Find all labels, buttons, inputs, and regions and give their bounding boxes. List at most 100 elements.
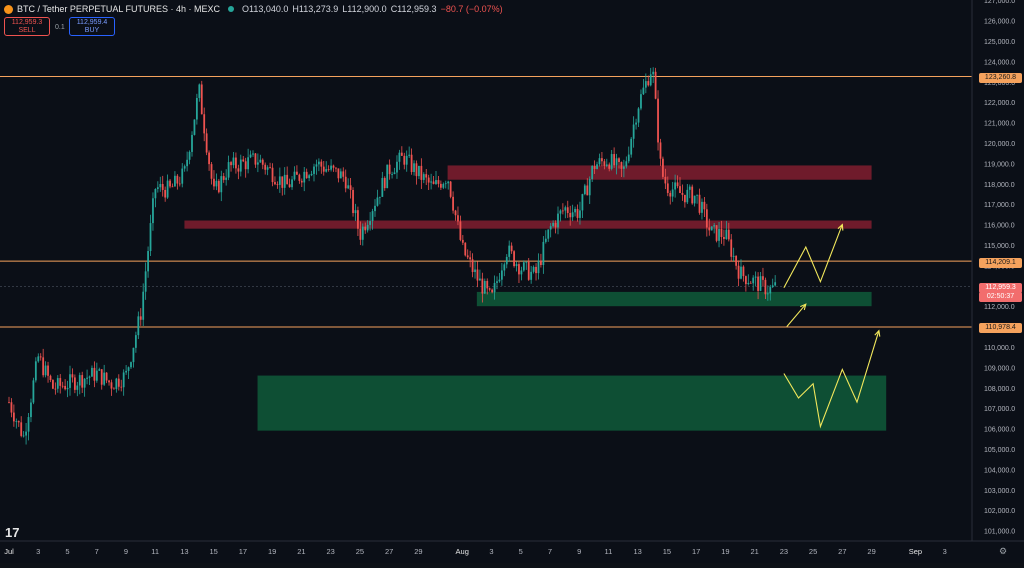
candle-body <box>630 138 633 155</box>
time-tick: 21 <box>750 547 758 556</box>
candle-body <box>713 225 716 227</box>
current-price-label: 112,959.3 <box>979 283 1022 293</box>
candle-body <box>34 361 37 381</box>
candle-body <box>735 255 738 266</box>
candle-body <box>637 108 640 123</box>
candle-body <box>159 183 162 188</box>
candle-body <box>474 269 476 273</box>
candle-body <box>518 264 520 275</box>
support-zone-3 <box>257 375 887 431</box>
candle-body <box>510 245 513 252</box>
candle-body <box>432 181 435 184</box>
price-tick: 103,000.0 <box>984 488 1015 495</box>
candle-body <box>427 177 430 183</box>
candle-body <box>305 171 308 179</box>
price-tick: 123,000.0 <box>984 80 1015 87</box>
candle-body <box>703 201 706 210</box>
level-label-114209: 114,209.1 <box>979 258 1022 268</box>
candle-body <box>354 210 357 214</box>
candle-body <box>400 152 403 156</box>
projection-path-2 <box>783 330 880 429</box>
candle-body <box>81 375 84 388</box>
candle-body <box>281 176 284 188</box>
candle-body <box>610 154 613 169</box>
price-tick: 115,000.0 <box>984 243 1015 250</box>
candle-body <box>549 226 552 230</box>
gear-icon[interactable]: ⚙ <box>999 546 1008 556</box>
candle-body <box>247 157 250 170</box>
candle-body <box>374 205 376 212</box>
candle-body <box>442 183 445 188</box>
candle-body <box>27 417 30 432</box>
candle-body <box>122 372 125 388</box>
candle-body <box>332 165 335 168</box>
candle-body <box>10 402 13 413</box>
candle-body <box>303 171 306 183</box>
candle-body <box>601 158 603 162</box>
candle-body <box>315 164 318 167</box>
candle-body <box>339 171 342 179</box>
candle-body <box>203 114 206 134</box>
candle-body <box>481 278 484 294</box>
candle-body <box>239 159 242 172</box>
candle-body <box>742 266 745 277</box>
price-tick: 125,000.0 <box>984 39 1015 46</box>
candle-body <box>8 402 10 403</box>
candle-body <box>352 189 354 214</box>
price-tick: 107,000.0 <box>984 406 1015 413</box>
price-tick: 127,000.0 <box>984 0 1015 5</box>
candle-body <box>725 229 728 239</box>
candle-body <box>408 154 411 156</box>
ohlc-open: O113,040.0 <box>242 4 289 14</box>
candle-body <box>93 367 96 381</box>
price-tick: 121,000.0 <box>984 121 1015 128</box>
candle-body <box>576 208 579 218</box>
candle-body <box>413 163 415 173</box>
time-tick: 13 <box>180 547 188 556</box>
buy-button[interactable]: 112,959.4 BUY <box>69 17 115 36</box>
candle-body <box>479 278 481 281</box>
candle-body <box>596 164 598 169</box>
time-tick: 29 <box>414 547 422 556</box>
candle-body <box>632 124 635 139</box>
candle-body <box>593 166 596 169</box>
level-label-123260: 123,260.8 <box>979 73 1022 83</box>
candle-body <box>169 180 171 187</box>
tradingview-logo-icon[interactable]: 17 <box>5 525 20 540</box>
candle-body <box>537 260 540 274</box>
price-axis <box>972 0 1024 541</box>
price-tick: 116,000.0 <box>984 223 1015 230</box>
candle-body <box>613 154 616 166</box>
candle-body <box>108 380 110 383</box>
candle-body <box>508 245 511 257</box>
candle-body <box>435 180 437 184</box>
candle-body <box>544 238 547 242</box>
candle-body <box>391 174 393 175</box>
candle-body <box>625 161 628 167</box>
candle-body <box>344 176 347 189</box>
candle-body <box>244 161 247 170</box>
symbol-title[interactable]: BTC / Tether PERPETUAL FUTURES · 4h · ME… <box>17 4 221 14</box>
projection-arrowhead-2 <box>874 329 881 337</box>
candle-body <box>39 356 42 358</box>
price-tick: 102,000.0 <box>984 508 1015 515</box>
sell-button[interactable]: 112,959.3 SELL <box>4 17 50 36</box>
candle-body <box>569 212 572 218</box>
candle-body <box>115 378 118 389</box>
candle-body <box>457 215 459 222</box>
candle-body <box>491 289 494 293</box>
price-tick: 106,000.0 <box>984 427 1015 434</box>
candle-body <box>378 196 381 198</box>
candle-body <box>654 71 657 99</box>
candle-body <box>705 209 708 228</box>
symbol-header: BTC / Tether PERPETUAL FUTURES · 4h · ME… <box>4 2 503 16</box>
candle-body <box>188 151 191 160</box>
candle-body <box>12 412 15 422</box>
candle-body <box>73 377 76 390</box>
candle-body <box>461 239 464 243</box>
price-tick: 120,000.0 <box>984 141 1015 148</box>
candle-body <box>198 84 201 98</box>
candle-body <box>647 81 650 86</box>
